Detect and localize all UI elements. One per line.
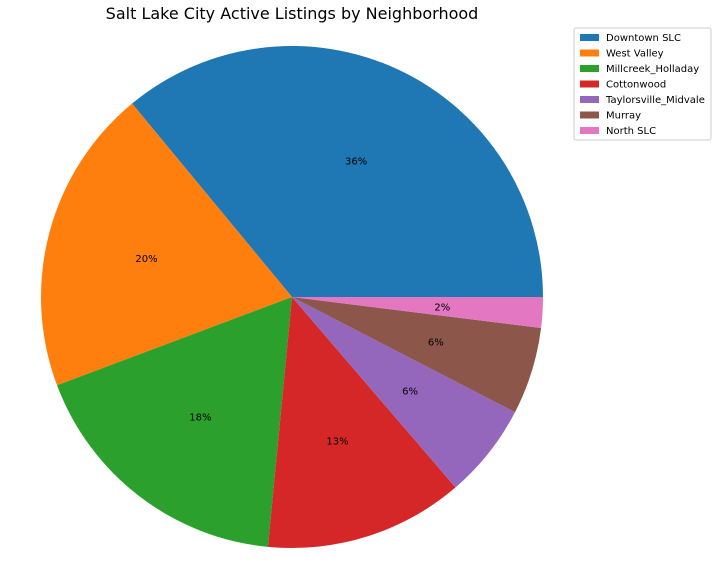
pie-percent-label: 13% [326,437,348,448]
pie-slice-taylorsville-midvale [292,297,515,488]
legend-label: Cottonwood [606,80,666,91]
legend-swatch [580,49,599,57]
legend-swatch [580,127,599,134]
legend-label: West Valley [606,49,664,60]
legend-swatch [580,65,599,72]
pie-slice-west-valley [41,103,292,386]
legend-swatch [580,34,599,41]
legend-label: Downtown SLC [606,33,681,44]
legend-label: Taylorsville_Midvale [605,95,705,106]
pie-slice-murray [292,297,542,413]
pie-percent-label: 2% [434,302,450,313]
legend-label: Murray [606,111,641,122]
pie-slice-downtown-slc [132,45,544,297]
legend-swatch [580,111,599,119]
pie-percent-label: 20% [135,254,157,265]
pie-percent-label: 18% [189,413,211,424]
legend-swatch [580,80,599,88]
chart-title: Salt Lake City Active Listings by Neighb… [106,4,479,23]
legend-swatch [580,96,599,103]
legend-frame [573,27,712,141]
pie-percent-label: 36% [345,157,367,168]
legend: Downtown SLC West Valley Millcreek_Hollada… [573,27,712,141]
pie-slice-cottonwood [267,297,456,548]
pie-percent-labels: 36% 20% 18% 13% 6% 6% 2% [135,157,450,448]
legend-label: Millcreek_Holladay [606,64,699,75]
pie-slices [41,45,544,548]
pie-slice-north-slc [292,297,543,329]
pie-slice-millcreek-holladay [57,297,293,547]
pie-percent-label: 6% [402,386,418,397]
legend-label: North SLC [606,126,656,137]
pie-percent-label: 6% [428,338,444,349]
